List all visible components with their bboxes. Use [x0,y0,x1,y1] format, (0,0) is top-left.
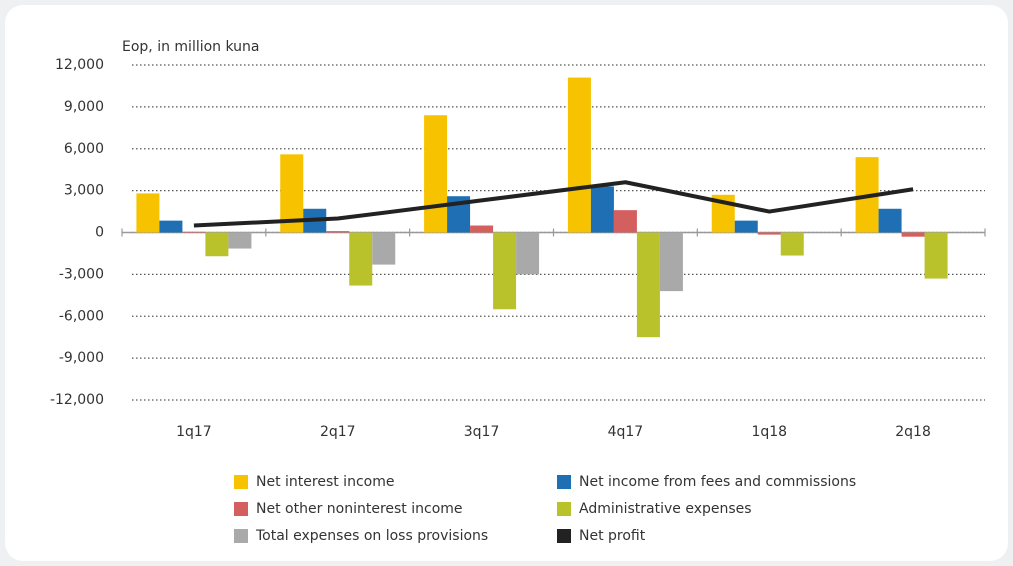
legend-swatch [557,475,571,489]
bar [780,232,804,256]
legend-label: Net interest income [256,474,394,490]
y-tick-label: 0 [95,225,104,241]
x-tick-label: 1q17 [176,424,212,440]
bar [734,220,758,233]
bar [516,232,540,275]
legend-label: Net other noninterest income [256,501,463,517]
bar [924,232,948,279]
legend-swatch [557,529,571,543]
legend-swatch [234,475,248,489]
y-tick-label: -9,000 [59,350,104,366]
line [193,180,914,228]
y-tick-label: 12,000 [55,57,104,73]
x-tick-label: 3q17 [464,424,500,440]
bar [613,210,637,233]
bar [567,77,591,233]
x-tick-label: 2q17 [320,424,356,440]
y-tick-label: 3,000 [64,183,104,199]
bar [757,232,781,235]
legend-swatch [234,529,248,543]
bar [136,193,160,233]
bar [878,208,902,233]
legend-swatch [234,502,248,516]
y-axis-label: Eop, in million kuna [122,39,260,55]
y-tick-label: -6,000 [59,308,104,324]
y-tick-label: 9,000 [64,99,104,115]
bar [228,232,252,249]
bar [182,231,206,233]
bar [659,232,683,292]
legend-label: Net income from fees and commissions [579,474,856,490]
y-tick-label: -12,000 [50,392,104,408]
bar [493,232,517,310]
bar [326,231,350,233]
bar [349,232,373,286]
bar [159,220,183,233]
legend-swatch [557,502,571,516]
y-tick-label: 6,000 [64,141,104,157]
y-tick-label: -3,000 [59,266,104,282]
bar [372,232,396,265]
bar [205,232,229,257]
legend-label: Administrative expenses [579,501,752,517]
bar [280,154,304,233]
x-tick-label: 4q17 [608,424,644,440]
legend-label: Net profit [579,528,646,544]
bar [901,232,925,237]
bar [636,232,660,338]
bar [470,225,494,233]
bar [590,186,614,233]
bar [424,115,448,233]
x-tick-label: 1q18 [751,424,787,440]
x-tick-label: 2q18 [895,424,931,440]
legend-label: Total expenses on loss provisions [255,528,488,544]
